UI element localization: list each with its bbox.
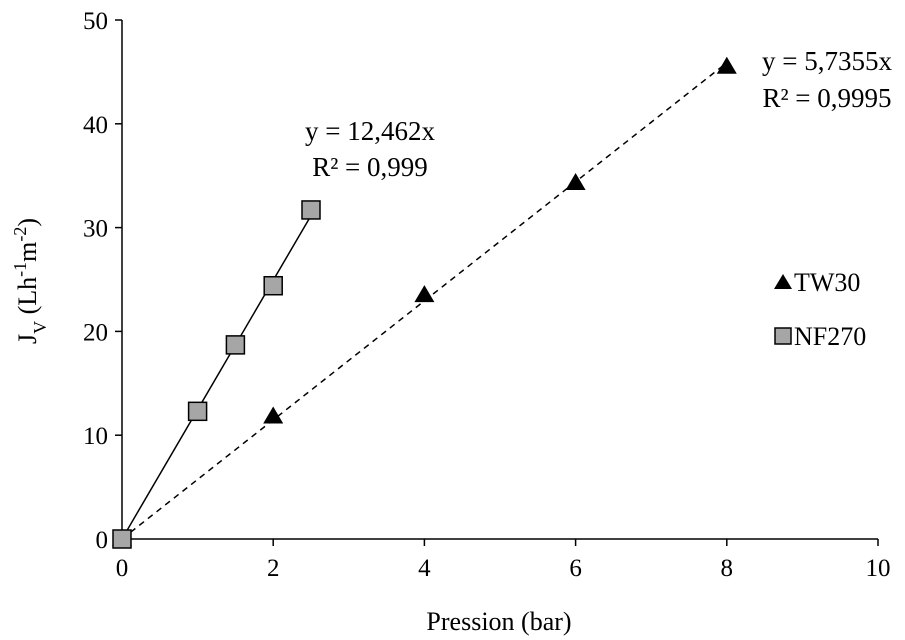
- data-point-nf270: [112, 529, 132, 549]
- legend-marker-tw30: [774, 274, 792, 289]
- tw30-r2: R² = 0,9995: [762, 83, 891, 113]
- legend-marker-nf270: [774, 327, 792, 345]
- nf270-r2: R² = 0,999: [312, 152, 428, 182]
- x-tick-label: 8: [721, 555, 734, 582]
- nf270-equation: y = 12,462x: [305, 116, 435, 146]
- axes: 0 2 4 6 8 10 0 10 20 30 40 50: [83, 8, 891, 582]
- legend: TW30 NF270: [774, 268, 866, 351]
- y-tick-label: 0: [96, 527, 109, 554]
- trendline-nf270: [121, 215, 312, 540]
- y-axis-title-sub: V: [30, 321, 50, 334]
- x-tick-label: 10: [866, 555, 891, 582]
- y-axis-title: JV (Lh-1m-2): [10, 218, 50, 344]
- data-point-tw30: [716, 56, 737, 74]
- data-point-tw30: [414, 285, 435, 303]
- tw30-equation: y = 5,7355x: [762, 46, 892, 76]
- y-tick-label: 10: [83, 423, 108, 450]
- trendlines: [121, 62, 728, 540]
- data-point-nf270: [225, 335, 246, 355]
- y-axis-title-unit-mid: m: [13, 242, 42, 262]
- x-tick-label: 2: [267, 555, 280, 582]
- data-point-tw30: [565, 172, 586, 190]
- y-tick-label: 20: [83, 319, 108, 346]
- y-axis-title-unit-close: ): [13, 218, 42, 227]
- y-axis-title-unit-open: (Lh: [13, 277, 42, 321]
- x-tick-label: 4: [418, 555, 431, 582]
- y-tick-label: 30: [83, 216, 108, 243]
- legend-label-nf270: NF270: [794, 322, 866, 351]
- x-tick-label: 6: [569, 555, 582, 582]
- y-axis-title-exp2: -2: [10, 227, 30, 242]
- data-point-nf270: [301, 200, 321, 220]
- trendline-tw30: [121, 62, 728, 540]
- y-ticks: 0 10 20 30 40 50: [83, 8, 122, 554]
- y-axis-title-exp1: -1: [10, 262, 30, 277]
- x-axis-title: Pression (bar): [426, 607, 571, 636]
- y-axis-title-main: J: [13, 334, 42, 344]
- y-tick-label: 40: [83, 112, 108, 139]
- data-point-nf270: [263, 275, 283, 296]
- x-ticks: 0 2 4 6 8 10: [116, 539, 891, 582]
- legend-label-tw30: TW30: [794, 268, 860, 297]
- y-tick-label: 50: [83, 8, 108, 35]
- data-point-nf270: [187, 401, 208, 422]
- data-points: [112, 56, 737, 549]
- x-tick-label: 0: [116, 555, 129, 582]
- data-point-tw30: [263, 406, 284, 424]
